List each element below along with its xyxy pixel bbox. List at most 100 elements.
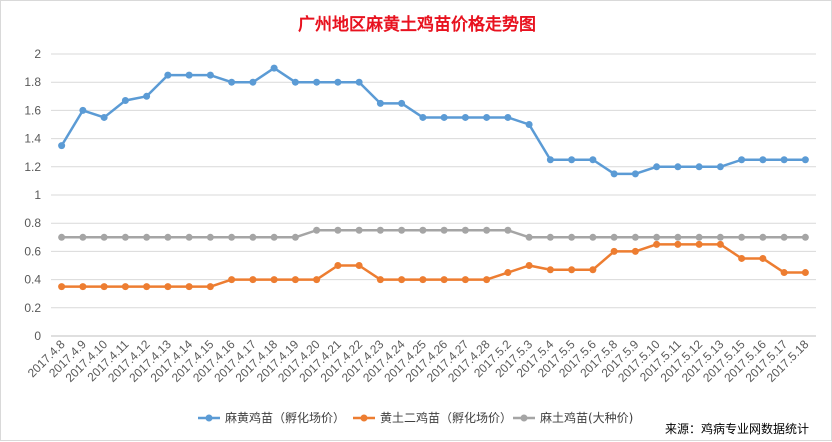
y-tick-label: 0.6 [24,244,41,258]
data-point [461,113,469,121]
data-point [228,233,236,241]
series-3 [58,226,809,241]
data-point [801,233,809,241]
y-tick-label: 0.2 [24,301,41,315]
data-point [631,170,639,178]
series-line [60,66,807,176]
data-point [79,106,87,114]
data-point [695,233,703,241]
y-tick-label: 1 [34,188,41,202]
data-point [716,233,724,241]
data-point [164,233,172,241]
data-point [801,156,809,164]
data-point [143,92,151,100]
grid-lines [51,53,816,337]
data-point [355,78,363,86]
data-point [440,113,448,121]
data-point [568,266,576,274]
data-point [483,226,491,234]
data-point [483,113,491,121]
data-point [589,266,597,274]
x-axis-ticks: 2017.4.82017.4.92017.4.102017.4.112017.4… [25,337,812,385]
legend-swatch-marker [360,414,368,422]
data-point [313,226,321,234]
data-point [355,262,363,269]
data-point [185,233,193,241]
data-point [589,233,597,241]
data-point [58,283,66,291]
data-point [546,156,554,164]
data-point [738,233,746,241]
data-point [291,233,299,241]
series-line [60,229,807,239]
data-point [504,269,512,277]
data-point [674,163,682,171]
y-tick-label: 1.2 [24,160,41,174]
legend-item: 麻黄鸡苗（孵化场价） [198,410,345,425]
data-point [313,78,321,86]
data-point [376,226,384,234]
data-point [270,233,278,241]
data-point [440,276,448,284]
data-point [738,156,746,164]
data-point [143,283,151,291]
data-point [291,78,299,86]
data-point [674,240,682,248]
data-point [419,113,427,121]
legend-item: 麻土鸡苗(大种价) [513,410,633,425]
data-point [398,226,406,234]
data-point [376,276,384,284]
data-point [780,233,788,241]
legend-swatch-marker [520,414,528,422]
data-point [419,226,427,234]
data-point [653,240,661,248]
data-point [100,113,108,121]
data-point [525,233,533,241]
data-point [461,226,469,234]
data-point [610,247,618,255]
data-point [334,78,342,86]
data-point [270,64,278,72]
data-point [568,233,576,241]
data-point [58,142,66,150]
series-layer [58,64,809,291]
data-point [206,283,214,291]
data-point [376,99,384,107]
legend-swatch-marker [205,414,213,422]
data-point [249,78,257,86]
legend-label: 麻土鸡苗(大种价) [540,410,633,425]
data-point [164,71,172,79]
source-note: 来源：鸡病专业网数据统计 [665,421,809,436]
y-tick-label: 2 [34,47,41,61]
data-point [440,226,448,234]
data-point [695,240,703,248]
data-point [270,276,278,284]
data-point [716,240,724,248]
data-point [121,233,129,241]
data-point [610,233,618,241]
y-tick-label: 0 [34,329,41,343]
data-point [716,163,724,171]
data-point [206,71,214,79]
data-point [568,156,576,164]
data-point [461,276,469,284]
data-point [546,266,554,274]
data-point [759,233,767,241]
data-point [674,233,682,241]
data-point [589,156,597,164]
data-point [525,121,533,128]
data-point [738,254,746,262]
data-point [780,156,788,164]
data-point [79,283,87,291]
data-point [121,97,129,105]
legend-label: 麻黄鸡苗（孵化场价） [225,410,345,425]
data-point [79,233,87,241]
series-1 [58,64,809,178]
data-point [121,283,129,291]
data-point [58,233,66,241]
data-point [100,233,108,241]
data-point [100,283,108,291]
data-point [801,269,809,277]
legend-label: 黄土二鸡苗（孵化场价） [380,410,512,425]
